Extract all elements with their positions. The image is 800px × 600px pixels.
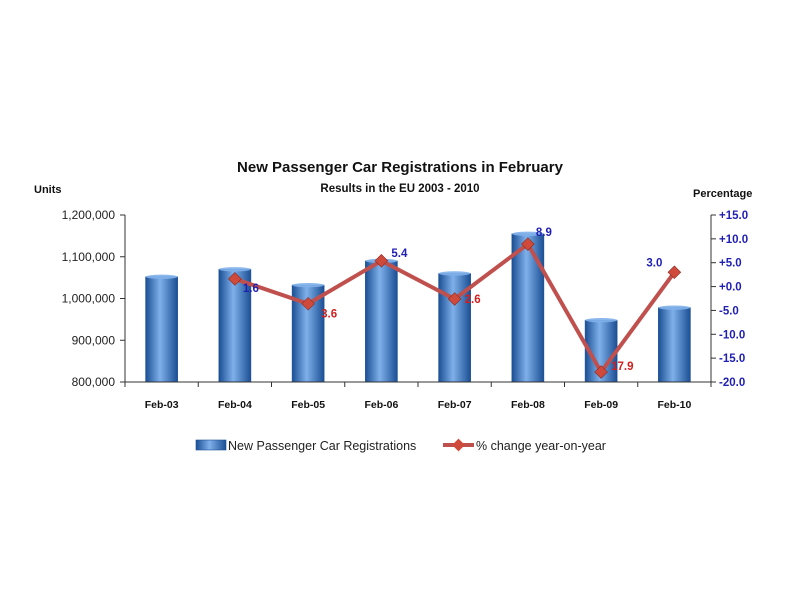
data-label-Feb-09: 17.9 bbox=[611, 361, 633, 373]
bar-top-Feb-09 bbox=[585, 318, 618, 323]
bar-top-Feb-05 bbox=[292, 282, 325, 288]
y-tick-label: 1,100,000 bbox=[62, 250, 116, 264]
x-tick-label: Feb-07 bbox=[438, 399, 472, 411]
marker-Feb-06 bbox=[374, 254, 389, 268]
data-label-Feb-07: 2.6 bbox=[465, 294, 481, 306]
legend-bar-swatch bbox=[195, 439, 227, 451]
legend: New Passenger Car Registrations % change… bbox=[195, 438, 606, 453]
x-tick-label: Feb-03 bbox=[145, 399, 179, 411]
bar-Feb-06 bbox=[365, 260, 398, 383]
x-tick-label: Feb-08 bbox=[511, 399, 545, 411]
bar-top-Feb-08 bbox=[511, 231, 544, 236]
data-label-Feb-08: 8.9 bbox=[536, 227, 552, 239]
y2-tick-label: +10.0 bbox=[719, 234, 748, 246]
y-tick-label: 800,000 bbox=[72, 375, 116, 389]
x-tick-label: Feb-05 bbox=[291, 399, 325, 411]
marker-Feb-09 bbox=[594, 365, 608, 379]
y2-tick-label: +5.0 bbox=[719, 258, 742, 270]
bar-Feb-10 bbox=[658, 307, 691, 383]
y-axis-title: Units bbox=[34, 184, 62, 196]
line-series: 1.6 3.6 5.4 2.6 8.9 17.9 3.0 bbox=[228, 227, 682, 379]
marker-Feb-08 bbox=[521, 237, 535, 251]
chart-subtitle: Results in the EU 2003 - 2010 bbox=[320, 183, 479, 195]
axes bbox=[120, 214, 716, 387]
chart-title: New Passenger Car Registrations in Febru… bbox=[237, 159, 564, 176]
data-label-Feb-05: 3.6 bbox=[321, 309, 337, 321]
x-tick-label: Feb-10 bbox=[657, 399, 691, 411]
legend-bar-label: New Passenger Car Registrations bbox=[228, 439, 416, 453]
marker-Feb-07 bbox=[447, 292, 462, 306]
y2-tick-label: -15.0 bbox=[719, 353, 745, 365]
bar-top-Feb-10 bbox=[658, 305, 691, 310]
data-label-Feb-06: 5.4 bbox=[391, 248, 408, 260]
bar-top-Feb-07 bbox=[438, 271, 471, 276]
y-tick-label: 1,000,000 bbox=[62, 292, 116, 306]
marker-Feb-10 bbox=[667, 265, 682, 280]
bar-top-Feb-04 bbox=[218, 267, 251, 272]
marker-Feb-04 bbox=[228, 272, 242, 286]
y2-tick-label: -20.0 bbox=[719, 377, 745, 389]
bar-Feb-03 bbox=[145, 276, 178, 383]
legend-line-marker bbox=[452, 438, 465, 452]
marker-Feb-05 bbox=[301, 296, 315, 311]
y2-axis-title: Percentage bbox=[693, 188, 752, 200]
bar-Feb-08 bbox=[511, 233, 545, 383]
y2-tick-label: -5.0 bbox=[719, 305, 739, 317]
x-tick-label: Feb-09 bbox=[584, 399, 618, 411]
data-label-Feb-04: 1.6 bbox=[243, 283, 259, 295]
y-tick-label: 1,200,000 bbox=[62, 208, 116, 222]
y-tick-label: 900,000 bbox=[72, 333, 116, 347]
data-label-Feb-10: 3.0 bbox=[646, 257, 662, 269]
y2-tick-label: +15.0 bbox=[719, 210, 748, 222]
y2-tick-label: +0.0 bbox=[719, 282, 742, 294]
legend-line-label: % change year-on-year bbox=[476, 439, 606, 453]
tick-labels: 800,000 900,000 1,000,000 1,100,000 1,200,00… bbox=[62, 208, 749, 411]
y2-tick-label: -10.0 bbox=[719, 329, 745, 341]
bar-top-Feb-03 bbox=[145, 274, 178, 279]
x-tick-label: Feb-06 bbox=[364, 399, 398, 411]
x-tick-label: Feb-04 bbox=[218, 399, 252, 411]
